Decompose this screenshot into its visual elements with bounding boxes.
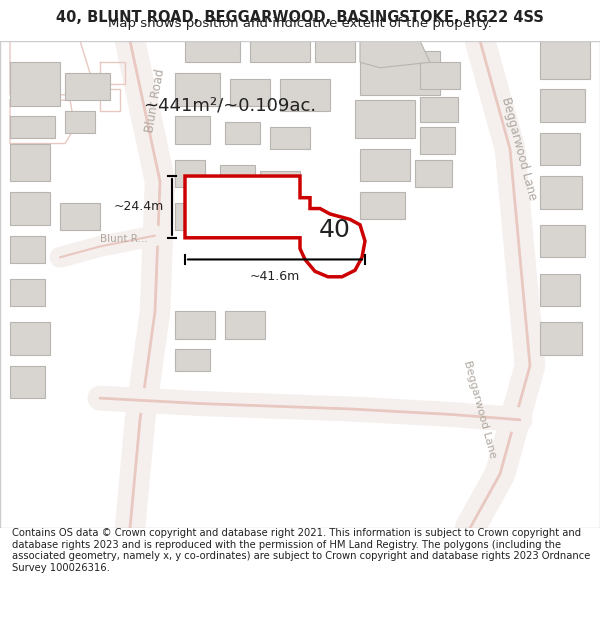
Polygon shape	[540, 89, 585, 122]
Polygon shape	[540, 322, 582, 355]
Polygon shape	[175, 203, 205, 230]
Polygon shape	[220, 165, 255, 192]
Polygon shape	[65, 73, 110, 100]
Text: ~24.4m: ~24.4m	[114, 201, 164, 213]
Polygon shape	[65, 111, 95, 132]
Polygon shape	[225, 311, 265, 339]
Text: Map shows position and indicative extent of the property.: Map shows position and indicative extent…	[108, 18, 492, 31]
Polygon shape	[280, 79, 330, 111]
Polygon shape	[360, 51, 440, 95]
Text: Contains OS data © Crown copyright and database right 2021. This information is : Contains OS data © Crown copyright and d…	[12, 528, 590, 573]
Polygon shape	[10, 144, 50, 181]
Polygon shape	[260, 171, 300, 198]
Polygon shape	[185, 176, 365, 277]
Polygon shape	[175, 349, 210, 371]
Polygon shape	[230, 79, 270, 106]
Polygon shape	[420, 127, 455, 154]
Polygon shape	[10, 62, 60, 106]
Polygon shape	[250, 41, 310, 62]
Text: 40, BLUNT ROAD, BEGGARWOOD, BASINGSTOKE, RG22 4SS: 40, BLUNT ROAD, BEGGARWOOD, BASINGSTOKE,…	[56, 10, 544, 25]
Polygon shape	[10, 366, 45, 398]
Text: Beggarwood Lane: Beggarwood Lane	[462, 359, 498, 459]
Polygon shape	[355, 100, 415, 138]
Polygon shape	[540, 225, 585, 258]
Polygon shape	[185, 41, 240, 62]
Polygon shape	[175, 116, 210, 144]
Polygon shape	[540, 274, 580, 306]
Polygon shape	[360, 41, 430, 68]
Polygon shape	[60, 203, 100, 230]
Polygon shape	[175, 73, 220, 106]
Text: Beggarwood Lane: Beggarwood Lane	[499, 96, 539, 202]
Polygon shape	[10, 116, 55, 138]
Polygon shape	[270, 127, 310, 149]
Polygon shape	[315, 41, 355, 62]
Polygon shape	[420, 97, 458, 122]
Polygon shape	[225, 122, 260, 144]
Polygon shape	[540, 176, 582, 209]
Polygon shape	[360, 192, 405, 219]
Text: 40: 40	[319, 218, 351, 242]
Polygon shape	[10, 192, 50, 225]
Text: ~441m²/~0.109ac.: ~441m²/~0.109ac.	[143, 97, 317, 114]
Polygon shape	[220, 209, 255, 236]
Polygon shape	[360, 149, 410, 181]
Polygon shape	[10, 236, 45, 262]
Polygon shape	[540, 41, 590, 79]
Polygon shape	[10, 279, 45, 306]
Text: ~41.6m: ~41.6m	[250, 270, 300, 283]
Polygon shape	[175, 311, 215, 339]
Text: Blunt R...: Blunt R...	[100, 234, 148, 244]
Polygon shape	[540, 132, 580, 165]
Polygon shape	[420, 62, 460, 89]
Polygon shape	[10, 322, 50, 355]
Text: Blunt Road: Blunt Road	[143, 68, 167, 133]
Polygon shape	[415, 160, 452, 187]
Polygon shape	[175, 160, 205, 187]
